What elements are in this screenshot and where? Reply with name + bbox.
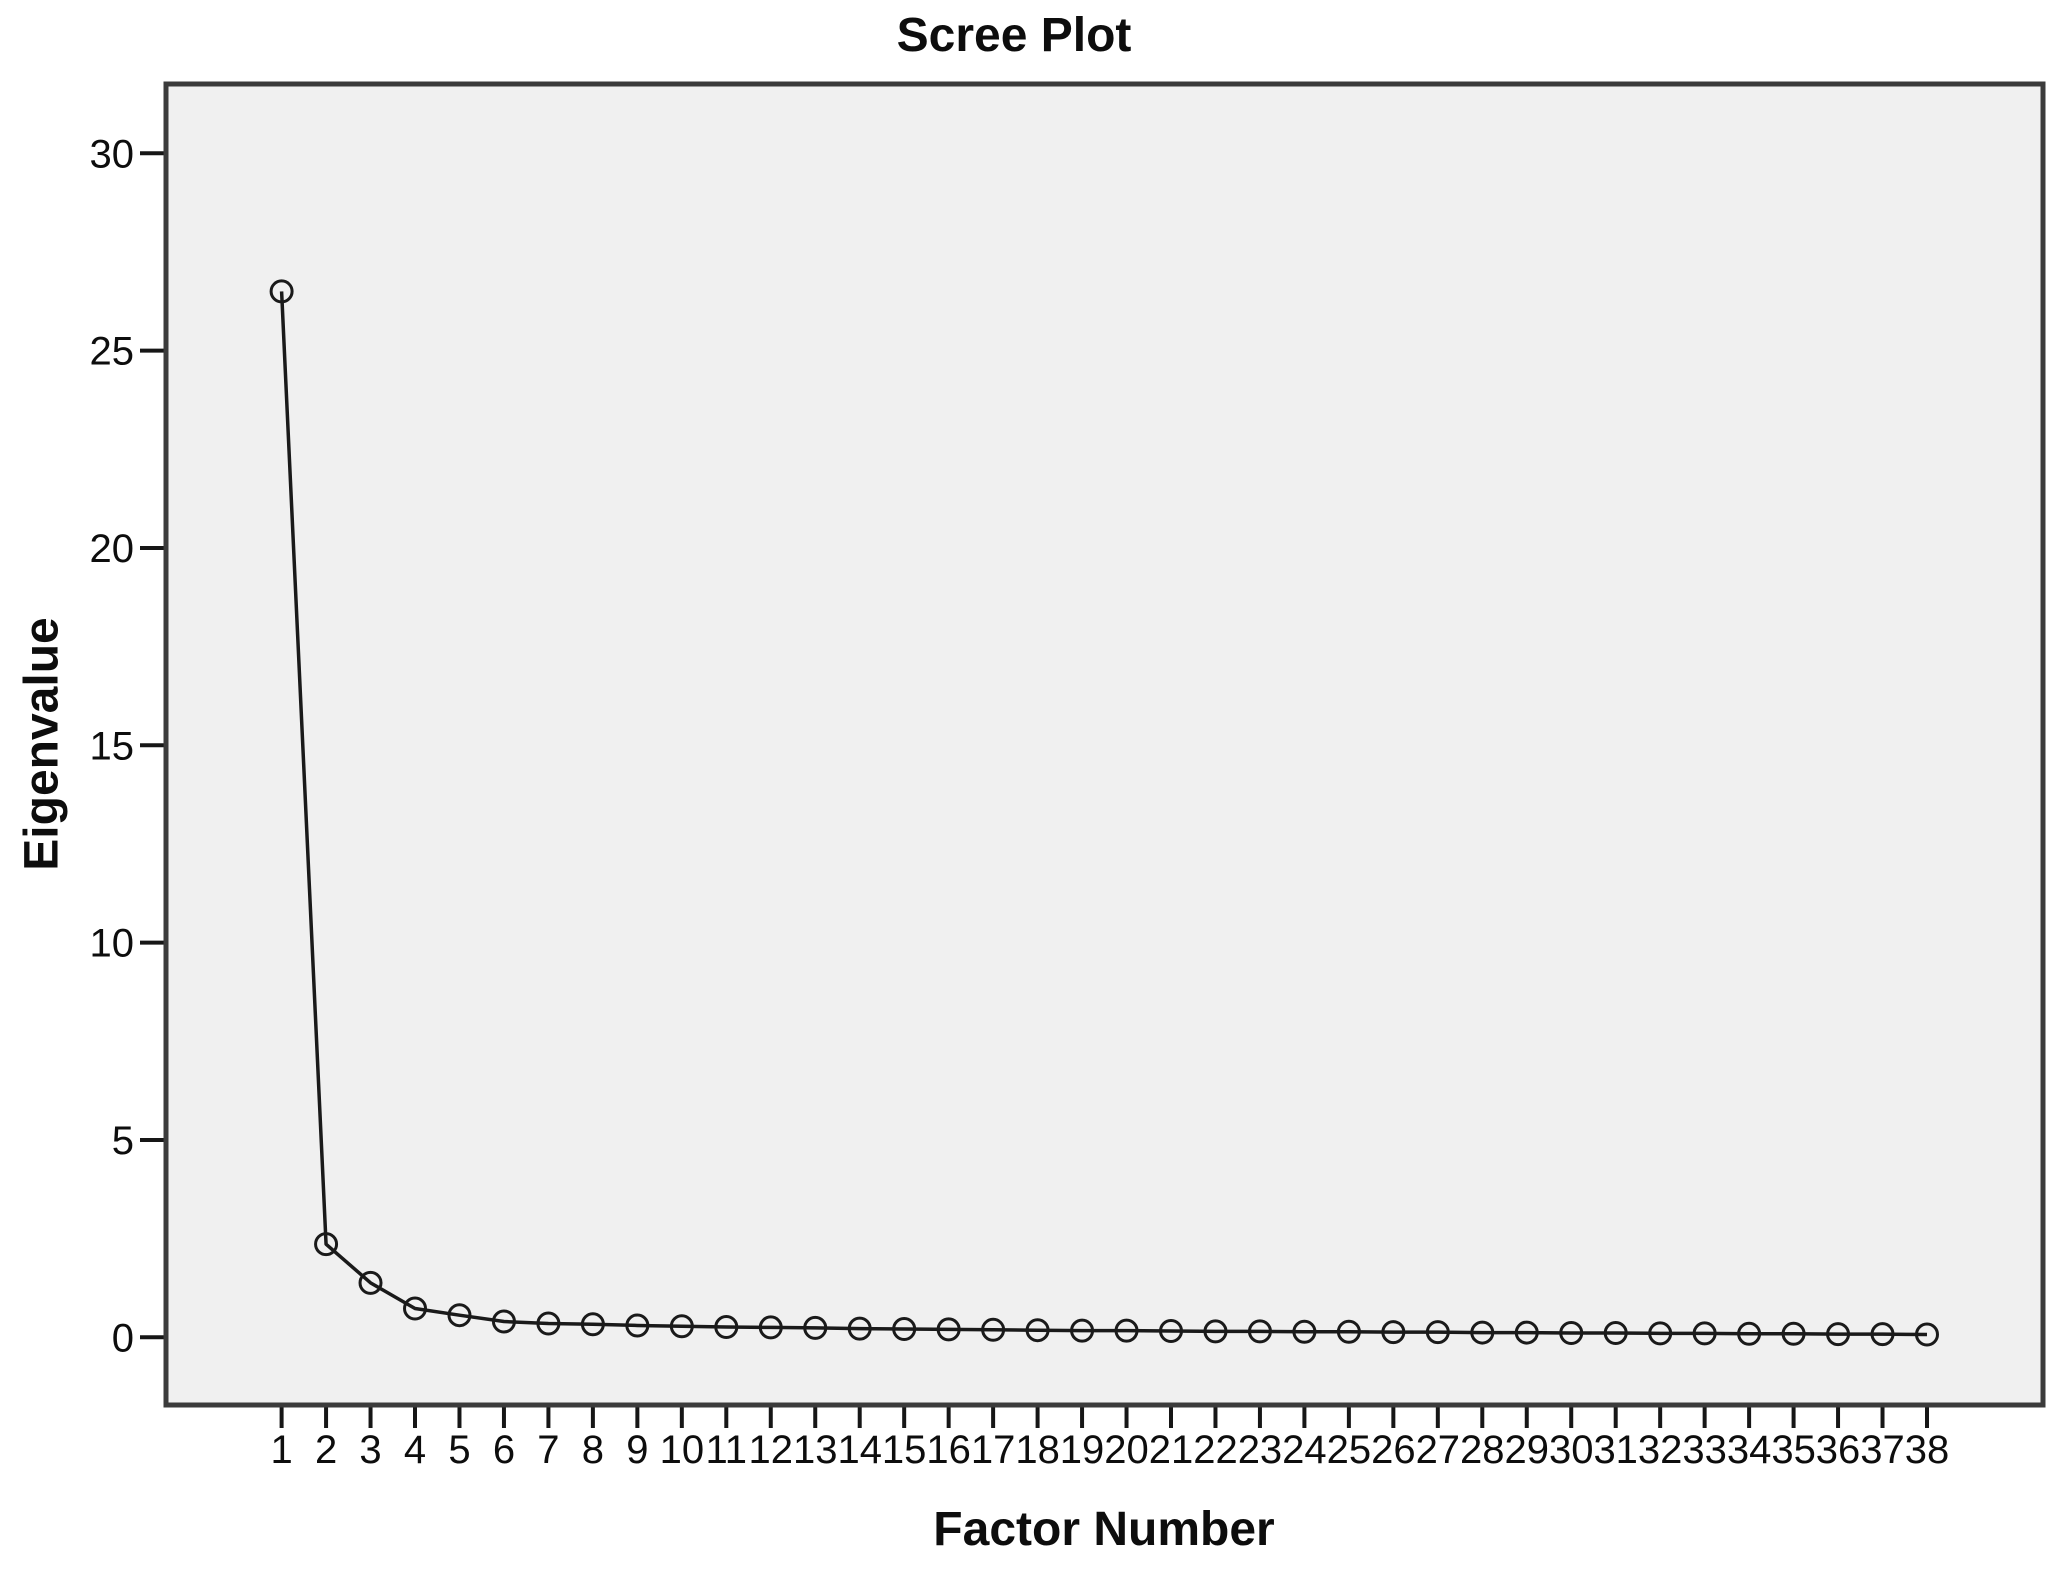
x-tick-label: 9: [626, 1428, 648, 1472]
data-point: [1203, 1319, 1228, 1344]
x-tick-label: 38: [1905, 1428, 1950, 1472]
x-tick-label: 36: [1816, 1428, 1861, 1472]
data-point: [1781, 1321, 1806, 1346]
data-point: [536, 1311, 561, 1336]
data-point: [714, 1315, 739, 1340]
x-tick-label: 7: [537, 1428, 559, 1472]
x-tick-label: 19: [1060, 1428, 1105, 1472]
x-tick-label: 15: [882, 1428, 927, 1472]
plot-area: [166, 84, 2043, 1405]
x-tick-label: 2: [315, 1428, 337, 1472]
data-point: [1603, 1320, 1628, 1345]
data-point: [1737, 1321, 1762, 1346]
x-tick-label: 23: [1238, 1428, 1283, 1472]
data-point: [1070, 1318, 1095, 1343]
x-tick-label: 22: [1193, 1428, 1238, 1472]
y-tick-label: 5: [112, 1119, 134, 1163]
data-point: [1336, 1319, 1361, 1344]
x-tick-label: 11: [706, 1428, 748, 1472]
data-point: [758, 1315, 783, 1340]
data-point: [1692, 1321, 1717, 1346]
data-point: [1559, 1320, 1584, 1345]
x-tick-label: 26: [1371, 1428, 1416, 1472]
x-tick-label: 37: [1860, 1428, 1905, 1472]
data-point: [669, 1314, 694, 1339]
x-tick-label: 28: [1460, 1428, 1505, 1472]
x-tick-label: 20: [1104, 1428, 1149, 1472]
y-tick-label: 15: [90, 724, 135, 768]
data-point: [1381, 1320, 1406, 1345]
data-point: [847, 1316, 872, 1341]
y-tick-label: 20: [90, 527, 135, 571]
x-tick-label: 21: [1149, 1428, 1194, 1472]
x-tick-label: 18: [1015, 1428, 1060, 1472]
x-tick-label: 4: [404, 1428, 426, 1472]
x-tick-label: 34: [1727, 1428, 1772, 1472]
x-tick-label: 17: [971, 1428, 1016, 1472]
x-tick-label: 14: [837, 1428, 882, 1472]
data-point: [981, 1317, 1006, 1342]
data-point: [358, 1270, 383, 1295]
x-tick-label: 1: [270, 1428, 292, 1472]
x-tick-label: 16: [926, 1428, 971, 1472]
data-point: [1470, 1320, 1495, 1345]
data-point: [491, 1309, 516, 1334]
y-tick-label: 0: [112, 1316, 134, 1360]
data-point: [1648, 1321, 1673, 1346]
data-point: [803, 1315, 828, 1340]
data-point: [1025, 1318, 1050, 1343]
plot-border: [163, 81, 2046, 1408]
x-tick-label: 8: [582, 1428, 604, 1472]
x-tick-label: 30: [1549, 1428, 1594, 1472]
data-point: [1292, 1319, 1317, 1344]
x-tick-label: 3: [359, 1428, 381, 1472]
x-tick-label: 5: [448, 1428, 470, 1472]
data-point: [1914, 1322, 1939, 1347]
data-point: [1247, 1319, 1272, 1344]
x-tick-label: 27: [1416, 1428, 1461, 1472]
data-point: [892, 1317, 917, 1342]
data-point: [936, 1317, 961, 1342]
x-tick-label: 13: [793, 1428, 838, 1472]
x-tick-label: 31: [1593, 1428, 1638, 1472]
data-point: [625, 1313, 650, 1338]
data-point: [1114, 1318, 1139, 1343]
data-point: [580, 1312, 605, 1337]
chart-title: Scree Plot: [896, 9, 1132, 62]
x-tick-label: 6: [493, 1428, 515, 1472]
x-tick-label: 33: [1682, 1428, 1727, 1472]
y-tick-label: 10: [90, 922, 135, 966]
y-tick-label: 25: [90, 330, 135, 374]
data-point: [1514, 1320, 1539, 1345]
x-tick-label: 10: [660, 1428, 705, 1472]
series-line: [279, 291, 1928, 1337]
x-tick-label: 29: [1505, 1428, 1550, 1472]
x-tick-label: 12: [749, 1428, 794, 1472]
data-point: [1826, 1322, 1851, 1347]
x-tick-label: 35: [1771, 1428, 1816, 1472]
x-tick-label: 32: [1638, 1428, 1683, 1472]
data-point: [447, 1303, 472, 1328]
y-tick-label: 30: [90, 132, 135, 176]
data-point: [1425, 1320, 1450, 1345]
x-tick-label: 25: [1327, 1428, 1372, 1472]
data-point: [1159, 1318, 1183, 1343]
x-axis-title: Factor Number: [933, 1503, 1275, 1556]
data-point: [314, 1232, 339, 1257]
data-point: [1870, 1322, 1895, 1347]
data-point: [269, 279, 294, 304]
x-tick-label: 24: [1282, 1428, 1327, 1472]
data-point: [403, 1296, 428, 1321]
